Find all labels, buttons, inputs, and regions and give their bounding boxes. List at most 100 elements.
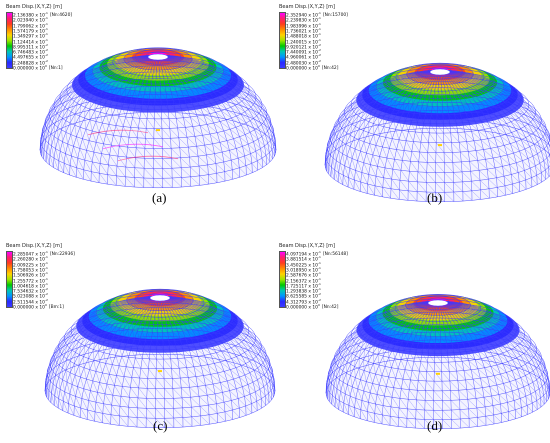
mesh-diagonal bbox=[344, 165, 349, 178]
mesh-diagonal bbox=[407, 360, 413, 371]
mesh-diagonal bbox=[537, 153, 544, 161]
mesh-diagonal bbox=[498, 321, 509, 326]
mesh-diagonal bbox=[522, 160, 531, 169]
mesh-diagonal bbox=[544, 383, 549, 390]
mesh-diagonal bbox=[109, 354, 113, 365]
mesh-diagonal bbox=[181, 177, 191, 187]
mesh-diagonal bbox=[202, 306, 214, 311]
mesh-diagonal bbox=[199, 175, 209, 185]
mesh-diagonal bbox=[458, 89, 468, 97]
mesh-diagonal bbox=[459, 303, 471, 306]
legend-value: 3.018950 x 10-1 bbox=[286, 266, 321, 273]
mesh-diagonal bbox=[377, 314, 386, 322]
mesh-diagonal bbox=[464, 88, 475, 95]
mesh-diagonal bbox=[245, 405, 253, 414]
mesh-diagonal bbox=[406, 418, 416, 429]
mesh-diagonal bbox=[342, 153, 345, 166]
mesh-diagonal bbox=[372, 383, 378, 395]
mesh-diagonal bbox=[120, 396, 129, 408]
mesh-diagonal bbox=[384, 395, 392, 407]
mesh-diagonal bbox=[483, 149, 494, 159]
mesh-diagonal bbox=[451, 142, 461, 153]
mesh-diagonal bbox=[358, 368, 361, 380]
mesh-diagonal bbox=[137, 296, 149, 300]
mesh-diagonal bbox=[205, 94, 216, 103]
mesh-diagonal bbox=[124, 305, 132, 312]
mesh-diagonal bbox=[458, 305, 469, 309]
mesh-diagonal bbox=[138, 68, 142, 76]
mesh-diagonal bbox=[425, 114, 431, 124]
mesh-diagonal bbox=[169, 55, 182, 57]
mesh-diagonal bbox=[156, 340, 164, 350]
mesh-diagonal bbox=[50, 133, 52, 147]
mesh-diagonal bbox=[131, 348, 136, 359]
mesh-diagonal bbox=[443, 84, 449, 92]
mesh-diagonal bbox=[203, 114, 214, 124]
mesh-diagonal bbox=[89, 119, 93, 132]
mesh-diagonal bbox=[145, 138, 154, 149]
mesh-diagonal bbox=[519, 151, 529, 159]
mesh-diagonal bbox=[78, 365, 81, 378]
mesh-diagonal bbox=[140, 323, 143, 332]
mesh-diagonal bbox=[94, 80, 101, 90]
mesh-diagonal bbox=[512, 390, 521, 399]
legend-value: 2.023940 x 10-1 bbox=[13, 16, 48, 23]
legend-exponent: -1 bbox=[44, 271, 48, 276]
mesh-diagonal bbox=[502, 352, 513, 360]
mesh-diagonal bbox=[355, 104, 362, 114]
legend-exponent: -1 bbox=[44, 11, 48, 15]
mesh-diagonal bbox=[396, 84, 403, 92]
mesh-diagonal bbox=[102, 372, 108, 385]
mesh-diagonal bbox=[113, 69, 120, 78]
mesh-diagonal bbox=[428, 353, 435, 363]
mesh-diagonal bbox=[468, 79, 480, 84]
mesh-diagonal bbox=[490, 127, 501, 137]
mesh-diagonal bbox=[88, 77, 96, 87]
mesh-diagonal bbox=[249, 372, 258, 380]
mesh-diagonal bbox=[491, 98, 502, 105]
mesh-diagonal bbox=[470, 171, 481, 181]
mesh-diagonal bbox=[128, 137, 137, 148]
mesh-diagonal bbox=[445, 309, 452, 315]
mesh-diagonal bbox=[520, 398, 528, 406]
mesh-diagonal bbox=[244, 111, 254, 119]
mesh-diagonal bbox=[409, 351, 415, 362]
mesh-diagonal bbox=[181, 90, 191, 99]
mesh-diagonal bbox=[200, 318, 212, 325]
mesh-diagonal bbox=[99, 382, 106, 394]
mesh-diagonal bbox=[358, 89, 368, 98]
mesh-diagonal bbox=[169, 63, 178, 69]
mesh-diagonal bbox=[132, 307, 138, 315]
mesh-diagonal bbox=[133, 301, 142, 307]
mesh-diagonal bbox=[54, 97, 61, 108]
mesh-diagonal bbox=[531, 359, 539, 366]
mesh-diagonal bbox=[182, 417, 193, 427]
mesh-diagonal bbox=[433, 419, 443, 429]
mesh-diagonal bbox=[239, 377, 249, 385]
mesh-diagonal bbox=[457, 132, 467, 142]
mesh-diagonal bbox=[434, 371, 443, 382]
mesh-diagonal bbox=[455, 306, 466, 311]
mesh-diagonal bbox=[153, 128, 163, 139]
legend-exponent: -2 bbox=[44, 53, 48, 58]
mesh-diagonal bbox=[230, 369, 240, 378]
mesh-diagonal bbox=[381, 327, 386, 336]
mesh-diagonal bbox=[479, 311, 491, 315]
mesh-diagonal bbox=[229, 150, 239, 159]
mesh-diagonal bbox=[126, 66, 133, 73]
mesh-diagonal bbox=[484, 319, 496, 325]
mesh-diagonal bbox=[325, 158, 327, 171]
mesh-diagonal bbox=[115, 87, 117, 97]
mesh-diagonal bbox=[462, 311, 473, 317]
mesh-diagonal bbox=[168, 298, 178, 303]
mesh-diagonal bbox=[64, 96, 70, 108]
mesh-diagonal bbox=[155, 378, 165, 389]
mesh-diagonal bbox=[145, 63, 149, 70]
mesh-diagonal bbox=[197, 68, 210, 74]
dome-mesh-c bbox=[44, 288, 276, 429]
mesh-diagonal bbox=[333, 120, 339, 132]
mesh-diagonal bbox=[212, 68, 224, 73]
mesh-diagonal bbox=[196, 328, 207, 336]
mesh-diagonal bbox=[260, 348, 267, 355]
mesh-diagonal bbox=[326, 161, 329, 174]
